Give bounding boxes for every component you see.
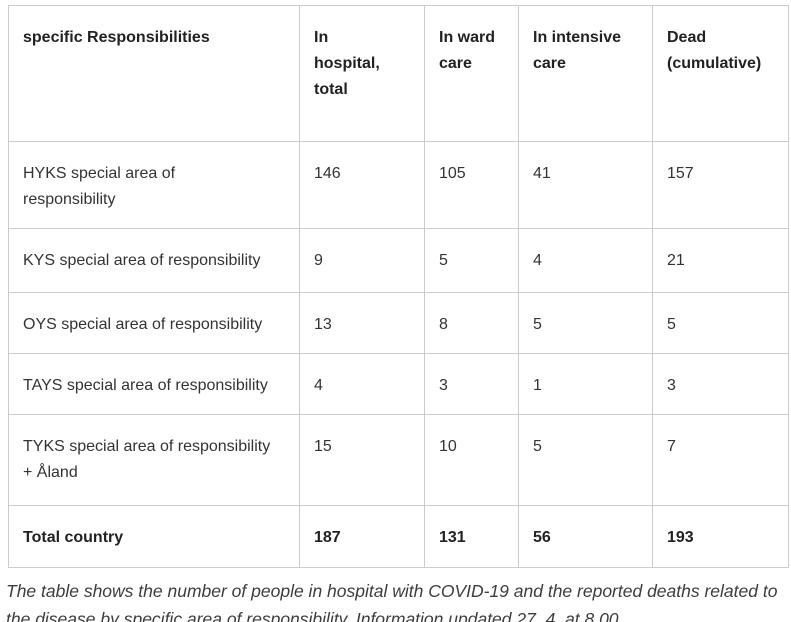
row-label: HYKS special area of responsibility — [8, 141, 300, 229]
header-row: specific Responsibilities In hospital, t… — [8, 5, 789, 142]
table-row-kys: KYS special area of responsibility 9 5 4… — [8, 228, 789, 293]
cell-value: 21 — [652, 228, 789, 293]
row-label: TAYS special area of responsibility — [8, 353, 300, 415]
cell-value: 15 — [299, 414, 425, 506]
cell-value: 4 — [299, 353, 425, 415]
col-header-dead-cumulative: Dead (cumulative) — [652, 5, 789, 142]
cell-value: 187 — [299, 505, 425, 568]
table-row-tyks-aland: TYKS special area of responsibility + Ål… — [8, 414, 789, 506]
cell-value: 5 — [518, 414, 653, 506]
col-header-in-ward-care: In ward care — [424, 5, 519, 142]
cell-value: 4 — [518, 228, 653, 293]
cell-value: 157 — [652, 141, 789, 229]
cell-value: 7 — [652, 414, 789, 506]
table-row-oys: OYS special area of responsibility 13 8 … — [8, 292, 789, 354]
cell-value: 131 — [424, 505, 519, 568]
row-label: TYKS special area of responsibility + Ål… — [8, 414, 300, 506]
table-row-hyks: HYKS special area of responsibility 146 … — [8, 141, 789, 229]
table-row-tays: TAYS special area of responsibility 4 3 … — [8, 353, 789, 415]
row-label: Total country — [8, 505, 300, 568]
cell-value: 3 — [424, 353, 519, 415]
cell-value: 146 — [299, 141, 425, 229]
hospital-covid-table: specific Responsibilities In hospital, t… — [8, 5, 789, 568]
cell-value: 56 — [518, 505, 653, 568]
cell-value: 13 — [299, 292, 425, 354]
cell-value: 5 — [424, 228, 519, 293]
cell-value: 9 — [299, 228, 425, 293]
col-header-in-hospital-total: In hospital, total — [299, 5, 425, 142]
cell-value: 193 — [652, 505, 789, 568]
cell-value: 1 — [518, 353, 653, 415]
col-header-in-intensive-care: In intensive care — [518, 5, 653, 142]
row-label: KYS special area of responsibility — [8, 228, 300, 293]
cell-value: 10 — [424, 414, 519, 506]
table-caption: The table shows the number of people in … — [6, 581, 778, 622]
cell-value: 5 — [518, 292, 653, 354]
table-row-total-country: Total country 187 131 56 193 — [8, 505, 789, 568]
cell-value: 105 — [424, 141, 519, 229]
col-header-responsibilities: specific Responsibilities — [8, 5, 300, 142]
cell-value: 5 — [652, 292, 789, 354]
cell-value: 8 — [424, 292, 519, 354]
row-label: OYS special area of responsibility — [8, 292, 300, 354]
cell-value: 41 — [518, 141, 653, 229]
cell-value: 3 — [652, 353, 789, 415]
